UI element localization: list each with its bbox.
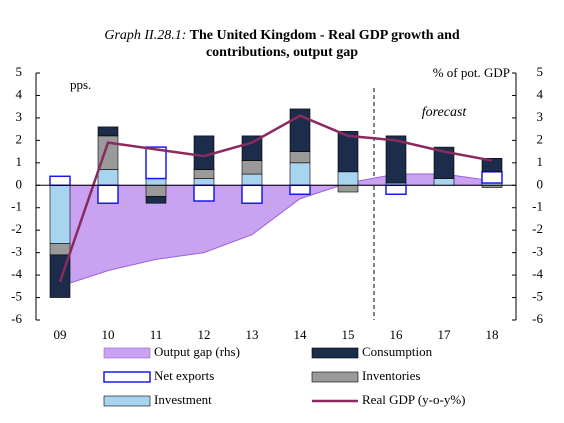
annotation: forecast <box>422 105 468 120</box>
bar <box>385 184 407 196</box>
legend-label: Consumption <box>362 344 433 359</box>
bar <box>145 196 167 204</box>
bar <box>97 126 119 137</box>
y-tick-label: -6 <box>11 311 22 326</box>
y-tick-label: -4 <box>11 266 22 281</box>
bar <box>241 160 263 175</box>
y-tick-label: 0 <box>16 176 23 191</box>
y2-tick-label: 4 <box>537 86 544 101</box>
legend-swatch <box>103 371 151 383</box>
y-tick-label: 3 <box>16 109 23 124</box>
y2-tick-label: 1 <box>537 154 544 169</box>
bar <box>49 243 71 256</box>
bar <box>193 178 215 186</box>
chart-title: Graph II.28.1: The United Kingdom - Real… <box>104 28 460 60</box>
legend-swatch <box>103 347 151 359</box>
y-tick-label: 5 <box>16 64 23 79</box>
bar <box>97 169 119 186</box>
y2-tick-label: -6 <box>532 311 543 326</box>
y-tick-label: 1 <box>16 154 23 169</box>
x-tick-label: 10 <box>102 327 115 342</box>
x-tick-label: 18 <box>486 327 499 342</box>
legend-swatch <box>311 347 359 359</box>
area <box>59 173 493 288</box>
bar <box>289 162 311 186</box>
bar <box>241 184 263 204</box>
y2-tick-label: 2 <box>537 131 544 146</box>
bar <box>193 184 215 202</box>
bar <box>337 184 359 193</box>
bar <box>385 135 407 184</box>
bar <box>145 184 167 197</box>
y-tick-label: -5 <box>11 289 22 304</box>
bar <box>193 169 215 179</box>
legend-label: Net exports <box>154 368 214 383</box>
y2-tick-label: -1 <box>532 199 543 214</box>
legend-label: Real GDP (y-o-y%) <box>362 392 466 407</box>
x-tick-label: 16 <box>390 327 404 342</box>
bar <box>49 175 71 187</box>
y2-tick-label: -3 <box>532 244 543 259</box>
bar <box>145 146 167 180</box>
x-tick-label: 15 <box>342 327 355 342</box>
y2-axis-label: % of pot. GDP <box>433 65 510 80</box>
bar <box>289 184 311 196</box>
y2-tick-label: 5 <box>537 64 544 79</box>
y2-tick-label: -2 <box>532 221 543 236</box>
x-tick-label: 09 <box>54 327 67 342</box>
legend-label: Inventories <box>362 368 420 383</box>
x-tick-label: 11 <box>150 327 163 342</box>
y-axis-label: pps. <box>70 77 91 92</box>
y-tick-label: -1 <box>11 199 22 214</box>
bar <box>433 178 455 186</box>
bar <box>97 184 119 204</box>
bar <box>337 171 359 186</box>
bar <box>481 158 503 173</box>
legend-label: Investment <box>154 392 212 407</box>
y2-tick-label: 0 <box>537 176 544 191</box>
bar <box>145 178 167 186</box>
bar <box>289 151 311 164</box>
bar <box>433 146 455 179</box>
bar <box>481 171 503 184</box>
y-tick-label: -2 <box>11 221 22 236</box>
y2-tick-label: 3 <box>537 109 544 124</box>
y-tick-label: -3 <box>11 244 22 259</box>
bar <box>241 173 263 186</box>
x-tick-label: 14 <box>294 327 308 342</box>
x-tick-label: 17 <box>438 327 452 342</box>
y-tick-label: 4 <box>16 86 23 101</box>
bar <box>241 135 263 161</box>
line <box>58 114 493 283</box>
y2-tick-label: -5 <box>532 289 543 304</box>
legend-swatch <box>311 371 359 383</box>
y-tick-label: 2 <box>16 131 23 146</box>
bar <box>337 131 359 173</box>
legend-label: Output gap (rhs) <box>154 344 240 359</box>
bar <box>193 135 215 170</box>
y2-tick-label: -4 <box>532 266 543 281</box>
legend-swatch <box>103 395 151 407</box>
x-tick-label: 13 <box>246 327 259 342</box>
bar <box>49 184 71 244</box>
x-tick-label: 12 <box>198 327 211 342</box>
